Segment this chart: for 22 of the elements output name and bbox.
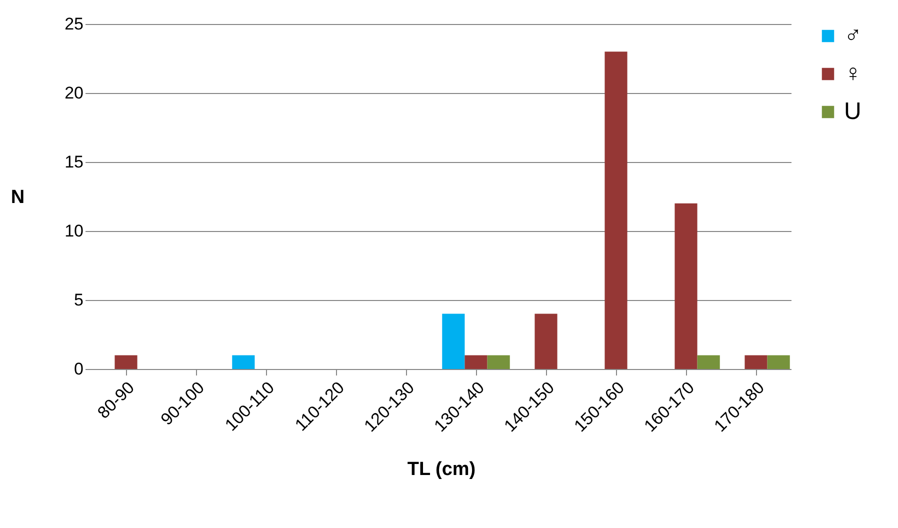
bar — [442, 314, 465, 369]
legend-label: ♂ — [844, 22, 862, 49]
legend-label: ♀ — [844, 60, 862, 87]
legend-label: U — [844, 98, 862, 125]
y-tick-label: 25 — [64, 14, 84, 34]
y-tick-label: 20 — [64, 84, 84, 102]
y-tick-label: 5 — [74, 290, 84, 310]
bar — [604, 52, 628, 369]
bar — [534, 314, 558, 369]
bar — [767, 355, 790, 369]
y-tick-label: 15 — [64, 152, 84, 172]
y-axis-title: N — [10, 187, 25, 208]
bar — [464, 355, 488, 369]
bar — [487, 355, 510, 369]
bar — [744, 355, 768, 369]
bar — [697, 355, 720, 369]
y-tick-label: 10 — [64, 222, 84, 240]
y-tick-label: 0 — [74, 360, 84, 378]
bar — [674, 203, 698, 369]
x-axis-title: TL (cm) — [407, 458, 476, 480]
bar — [232, 355, 255, 369]
bar — [114, 355, 138, 369]
